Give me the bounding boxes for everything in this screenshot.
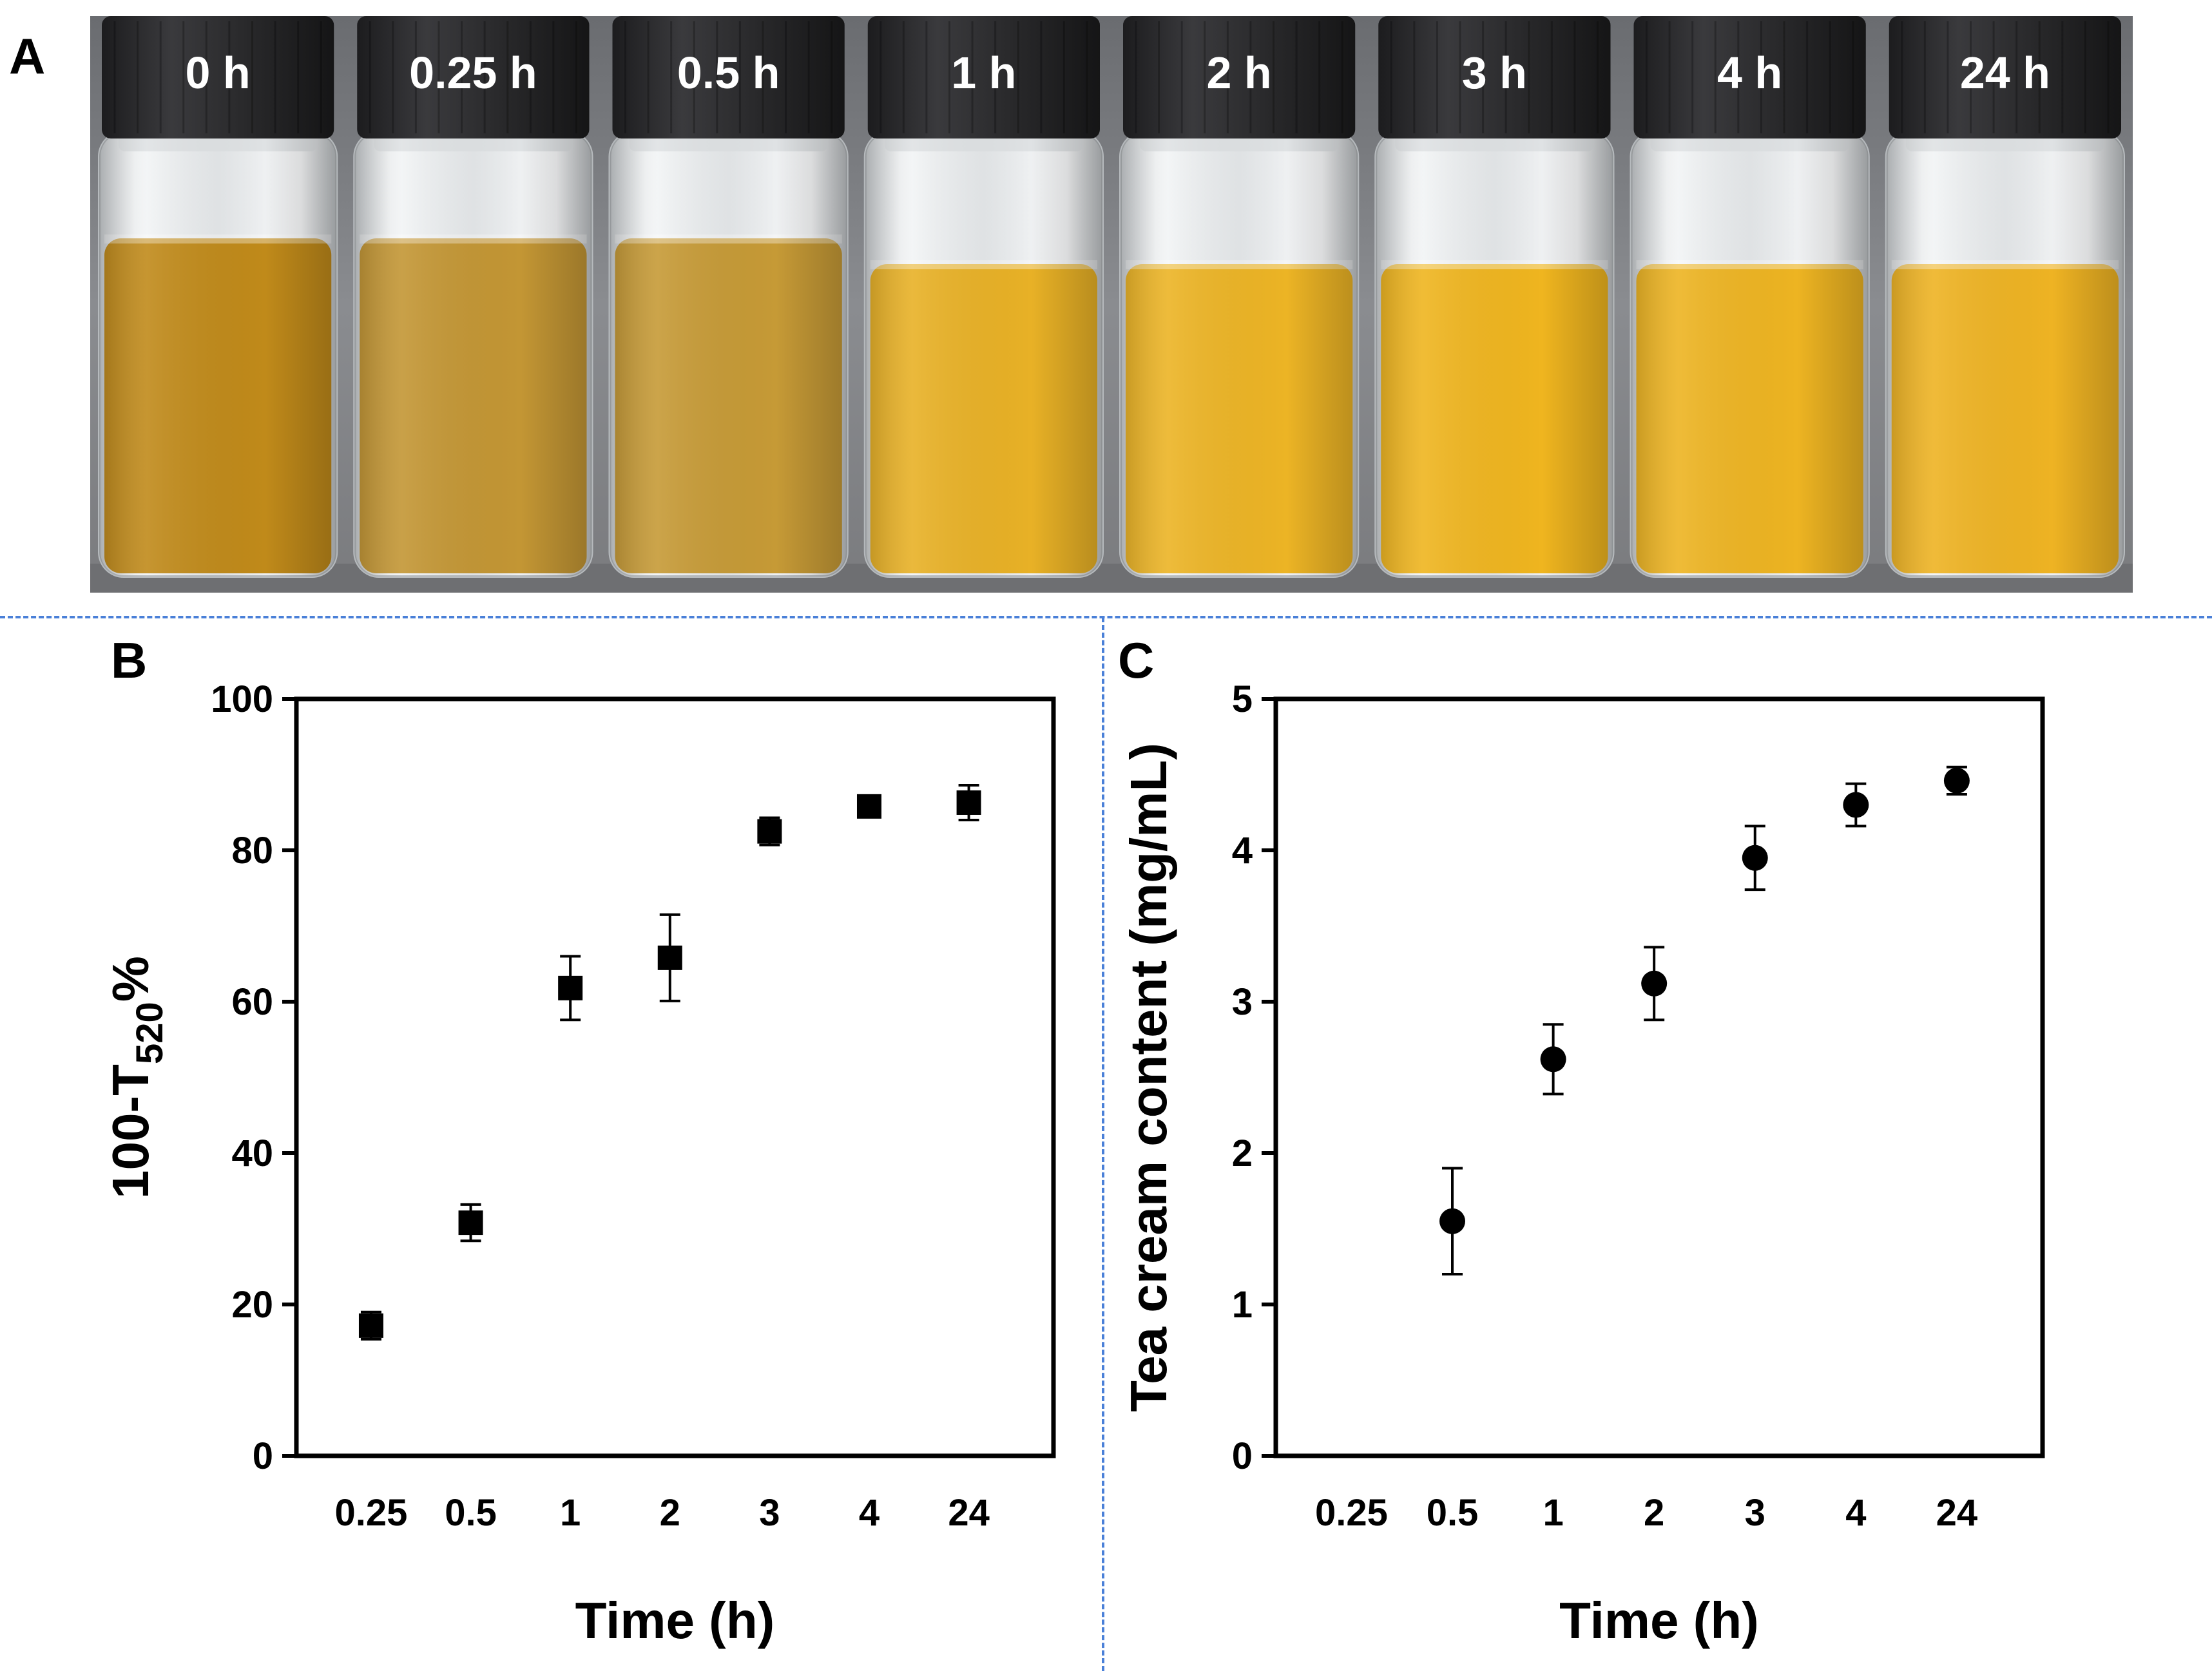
vial-cap — [357, 16, 590, 138]
panel-b-label: B — [111, 632, 148, 689]
vial-shading — [1376, 132, 1613, 577]
data-point — [1843, 792, 1869, 818]
vial-shading — [1120, 132, 1358, 577]
vial-time-label: 0 h — [186, 48, 251, 98]
y-tick-label: 100 — [211, 678, 273, 720]
x-axis-label: Time (h) — [1559, 1592, 1759, 1649]
vial-time-label: 0.25 h — [409, 48, 537, 98]
vial-shading — [1631, 132, 1869, 577]
panel-a-label: A — [9, 28, 46, 84]
vial-time-label: 0.5 h — [677, 48, 780, 98]
vial-time-label: 1 h — [951, 48, 1016, 98]
vial-shading — [99, 132, 337, 577]
x-tick-label: 0.25 — [1315, 1492, 1388, 1534]
data-point — [757, 819, 782, 844]
vial-shading — [610, 132, 847, 577]
vertical-divider — [1102, 617, 1104, 1671]
vial-cap — [867, 16, 1100, 138]
vial-cap — [1123, 16, 1356, 138]
x-tick-label: 2 — [660, 1492, 680, 1534]
x-tick-label: 0.5 — [445, 1492, 497, 1534]
vial: 24 h — [1885, 16, 2125, 578]
vial-time-label: 24 h — [1960, 48, 2050, 98]
data-point — [956, 790, 981, 815]
plot-frame — [294, 696, 1056, 1458]
plot-frame — [1273, 696, 2045, 1458]
y-tick-label: 5 — [1232, 678, 1253, 720]
x-tick-label: 3 — [1745, 1492, 1765, 1534]
tea-cream-chart: 0 1 2 3 4 5 0.25 0.5 1 2 3 4 24 Time (h) Tea cream con… — [1120, 678, 2045, 1649]
y-tick-label: 4 — [1232, 830, 1253, 872]
turbidity-chart: 0 20 40 60 80 100 0.25 0.5 1 2 3 4 24 Time (h) 100-T52… — [102, 678, 1056, 1649]
vials-photo: 0 h 0.25 h 0.5 h 1 h 2 h 3 h 4 h 24 h — [90, 16, 2133, 593]
data-point — [1943, 767, 1970, 794]
y-axis-label-suffix: % — [102, 956, 159, 1002]
y-tick-label: 80 — [231, 830, 273, 872]
vial-cap — [1378, 16, 1611, 138]
x-tick-label: 4 — [859, 1492, 880, 1534]
vial-cap — [612, 16, 845, 138]
x-tick-label: 3 — [759, 1492, 780, 1534]
vial-cap — [1889, 16, 2121, 138]
vial-cap — [1633, 16, 1866, 138]
x-tick-label: 1 — [560, 1492, 581, 1534]
y-tick-label: 20 — [231, 1284, 273, 1326]
vial-time-label: 2 h — [1207, 48, 1272, 98]
data-point — [558, 975, 583, 1000]
y-tick-label: 40 — [231, 1132, 273, 1174]
vial: 2 h — [1119, 16, 1360, 578]
y-axis-label-main: 100-T — [102, 1064, 159, 1199]
x-tick-label: 2 — [1644, 1492, 1664, 1534]
vial: 4 h — [1630, 16, 1870, 578]
data-point — [856, 794, 881, 819]
vial-shading — [354, 132, 592, 577]
y-axis-label: 100-T520% — [102, 956, 171, 1199]
vial-shading — [1886, 132, 2124, 577]
y-tick-label: 2 — [1232, 1132, 1253, 1174]
data-point — [458, 1210, 483, 1236]
vial-time-label: 4 h — [1717, 48, 1782, 98]
vial-time-label: 3 h — [1462, 48, 1527, 98]
panel-c-label: C — [1118, 632, 1155, 689]
data-point — [1540, 1046, 1566, 1073]
vial-shading — [865, 132, 1102, 577]
data-point — [1641, 970, 1668, 997]
x-tick-label: 24 — [1936, 1492, 1978, 1534]
y-tick-label: 3 — [1232, 981, 1253, 1023]
x-axis-label: Time (h) — [575, 1592, 775, 1649]
data-point — [358, 1313, 383, 1338]
x-tick-label: 1 — [1543, 1492, 1563, 1534]
y-axis-label-sub: 520 — [129, 1002, 171, 1064]
vial: 1 h — [863, 16, 1104, 578]
data-point — [1439, 1208, 1466, 1234]
vial: 0.25 h — [353, 16, 593, 578]
vial: 0 h — [98, 16, 338, 578]
y-tick-label: 0 — [253, 1435, 273, 1477]
y-tick-label: 60 — [231, 981, 273, 1023]
x-tick-label: 0.25 — [335, 1492, 408, 1534]
y-tick-label: 0 — [1232, 1435, 1253, 1477]
y-axis-label: Tea cream content (mg/mL) — [1120, 743, 1177, 1412]
y-tick-label: 1 — [1232, 1284, 1253, 1326]
x-tick-label: 4 — [1845, 1492, 1866, 1534]
vial: 3 h — [1374, 16, 1615, 578]
horizontal-divider — [0, 616, 2212, 618]
x-tick-label: 24 — [948, 1492, 990, 1534]
vial-cap — [102, 16, 334, 138]
data-point — [1742, 845, 1768, 871]
x-tick-label: 0.5 — [1427, 1492, 1479, 1534]
vial: 0.5 h — [608, 16, 849, 578]
data-point — [657, 945, 682, 970]
